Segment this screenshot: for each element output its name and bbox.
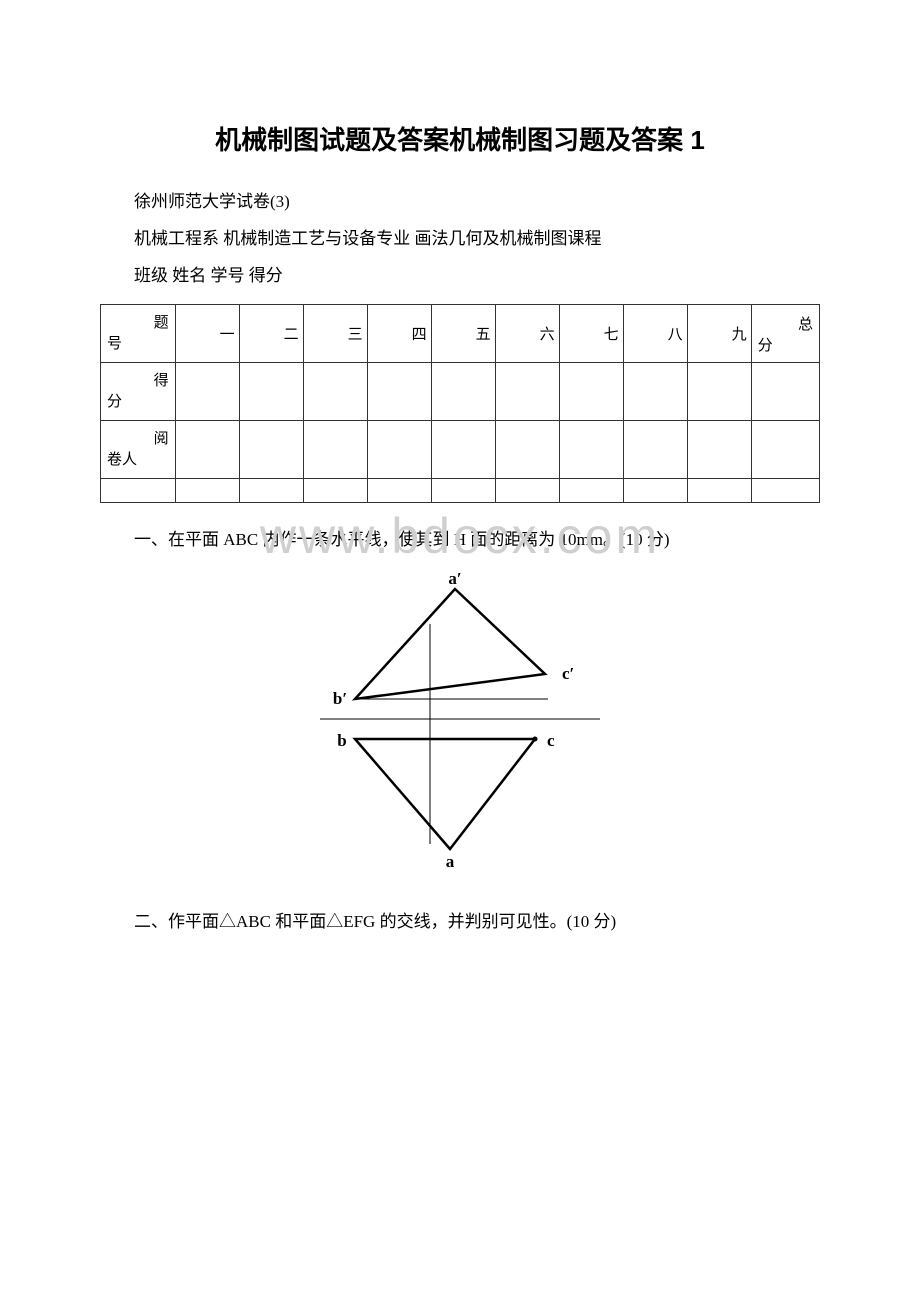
cell-col-9: 九: [687, 305, 751, 363]
cell-empty: [559, 421, 623, 479]
cell-total: 总 分: [751, 305, 819, 363]
cell-col-8: 八: [623, 305, 687, 363]
cell-empty: [623, 421, 687, 479]
cell-empty: [495, 363, 559, 421]
table-row-reviewer: 阅 卷人: [101, 421, 820, 479]
cell-empty: [559, 363, 623, 421]
cell-col-4: 四: [367, 305, 431, 363]
total-char-1: 总: [758, 313, 813, 334]
label-a-prime: a′: [448, 569, 461, 588]
cell-empty: [495, 479, 559, 503]
label-c-prime: c′: [562, 664, 574, 683]
cell-empty: [559, 479, 623, 503]
question-1: 一、在平面 ABC 内作一条水平线，使其到 H 面的距离为 10mm。(10 分…: [100, 525, 820, 550]
total-char-2: 分: [758, 334, 813, 355]
cell-empty: [431, 479, 495, 503]
diagram-1-container: www.bdocx.com a′ b′ c′ b c a: [100, 564, 820, 879]
table-row-extra: [101, 479, 820, 503]
page-title: 机械制图试题及答案机械制图习题及答案 1: [100, 120, 820, 157]
label-b: b: [337, 731, 346, 750]
subtitle-university: 徐州师范大学试卷(3): [100, 187, 820, 212]
score-char-2: 分: [107, 392, 169, 413]
reviewer-char-1: 阅: [107, 429, 169, 450]
cell-empty: [431, 421, 495, 479]
score-table: 题 号 一 二 三 四 五 六 七 八 九 总 分 得 分 阅: [100, 304, 820, 503]
cell-empty: [431, 363, 495, 421]
table-row-header: 题 号 一 二 三 四 五 六 七 八 九 总 分: [101, 305, 820, 363]
course-line: 机械工程系 机械制造工艺与设备专业 画法几何及机械制图课程: [100, 224, 820, 249]
cell-empty: [751, 421, 819, 479]
cell-empty: [303, 479, 367, 503]
cell-empty: [303, 363, 367, 421]
cell-empty: [367, 363, 431, 421]
cell-empty: [623, 479, 687, 503]
cell-empty: [751, 479, 819, 503]
cell-empty: [687, 421, 751, 479]
reviewer-char-2: 卷人: [107, 450, 169, 471]
cell-empty: [687, 363, 751, 421]
cell-label-score: 得 分: [101, 363, 176, 421]
label-char-1: 题: [107, 313, 169, 334]
cell-empty: [495, 421, 559, 479]
cell-empty: [239, 479, 303, 503]
cell-empty: [623, 363, 687, 421]
info-line: 班级 姓名 学号 得分: [100, 261, 820, 286]
cell-label-reviewer: 阅 卷人: [101, 421, 176, 479]
cell-empty: [101, 479, 176, 503]
cell-empty: [367, 479, 431, 503]
cell-col-5: 五: [431, 305, 495, 363]
cell-col-1: 一: [175, 305, 239, 363]
label-c: c: [547, 731, 555, 750]
label-char-2: 号: [107, 334, 169, 355]
label-a: a: [446, 852, 455, 871]
cell-empty: [239, 421, 303, 479]
cell-empty: [239, 363, 303, 421]
cell-empty: [175, 479, 239, 503]
score-char-1: 得: [107, 371, 169, 392]
question-2: 二、作平面△ABC 和平面△EFG 的交线，并判别可见性。(10 分): [100, 907, 820, 932]
triangle-projection-diagram: a′ b′ c′ b c a: [300, 564, 620, 874]
cell-col-3: 三: [303, 305, 367, 363]
cell-empty: [175, 363, 239, 421]
cell-empty: [367, 421, 431, 479]
cell-col-2: 二: [239, 305, 303, 363]
cell-label-question-number: 题 号: [101, 305, 176, 363]
cell-empty: [751, 363, 819, 421]
cell-empty: [687, 479, 751, 503]
cell-empty: [175, 421, 239, 479]
cell-col-6: 六: [495, 305, 559, 363]
cell-col-7: 七: [559, 305, 623, 363]
label-b-prime: b′: [333, 689, 347, 708]
table-row-score: 得 分: [101, 363, 820, 421]
cell-empty: [303, 421, 367, 479]
